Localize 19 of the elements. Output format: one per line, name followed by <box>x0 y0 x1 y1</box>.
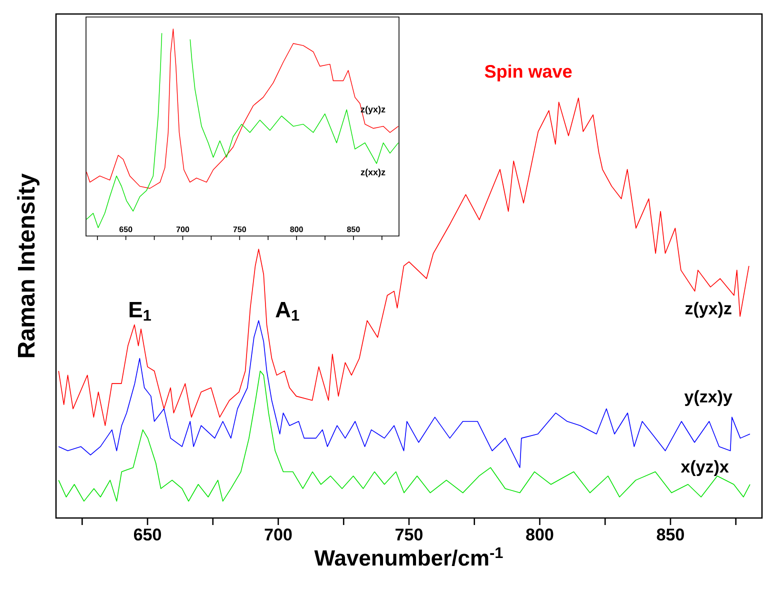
x-tick-label: 800 <box>290 226 303 232</box>
x-axis-title: Wavenumber/cm$^{-1}$ <box>314 547 503 566</box>
x-tick-label: 700 <box>264 528 292 541</box>
annotation: A$_{1}$ <box>276 302 300 321</box>
x-tick-label: 700 <box>176 226 190 232</box>
x-tick-label: 750 <box>233 226 246 232</box>
series-label: x(yz)x <box>680 460 729 476</box>
series-label: y(zx)y <box>684 390 732 406</box>
y-axis-title: Raman Intensity <box>17 173 40 358</box>
x-tick-label: 750 <box>396 528 422 541</box>
x-tick-label: 650 <box>119 226 132 232</box>
text: Spin wave <box>484 64 572 82</box>
x-tick-label: 800 <box>526 528 554 541</box>
x-tick-label: 850 <box>656 528 684 541</box>
series-label: z(xx)z <box>360 168 386 178</box>
series-label: z(yx)z <box>685 302 732 318</box>
annotation: E$_{1}$ <box>130 302 151 321</box>
x-tick-label: 850 <box>347 226 360 232</box>
x-tick-label: 650 <box>134 528 161 541</box>
